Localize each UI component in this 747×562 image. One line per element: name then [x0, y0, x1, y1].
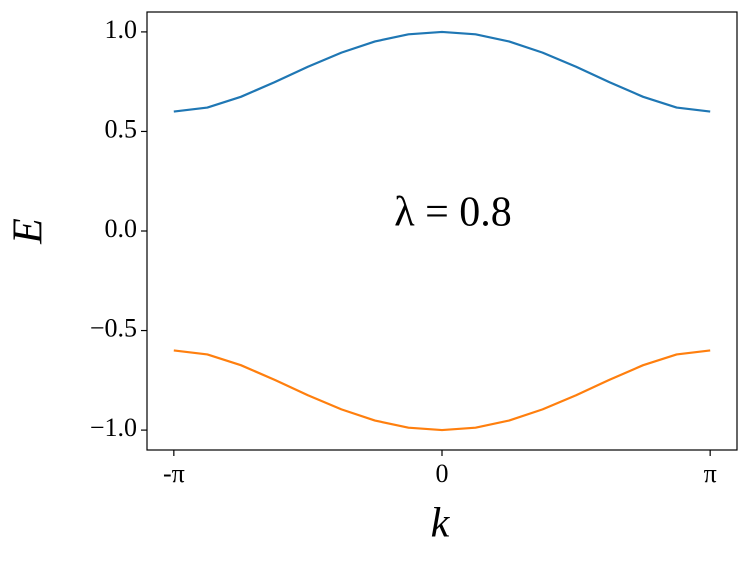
y-axis-label: E [6, 218, 52, 245]
x-tick-label: 0 [436, 459, 449, 488]
x-tick-label: -π [163, 459, 185, 488]
x-tick-label: π [704, 459, 717, 488]
y-tick-label: −1.0 [90, 413, 137, 442]
y-tick-label: 0.5 [105, 114, 138, 143]
y-tick-label: −0.5 [90, 314, 137, 343]
line-series [173, 30, 711, 113]
y-tick-label: 0.0 [105, 214, 138, 243]
annotation: λ = 0.8 [394, 190, 512, 236]
y-tick-label: 1.0 [105, 15, 138, 44]
line-series [173, 349, 711, 432]
x-axis-label: k [431, 501, 451, 547]
